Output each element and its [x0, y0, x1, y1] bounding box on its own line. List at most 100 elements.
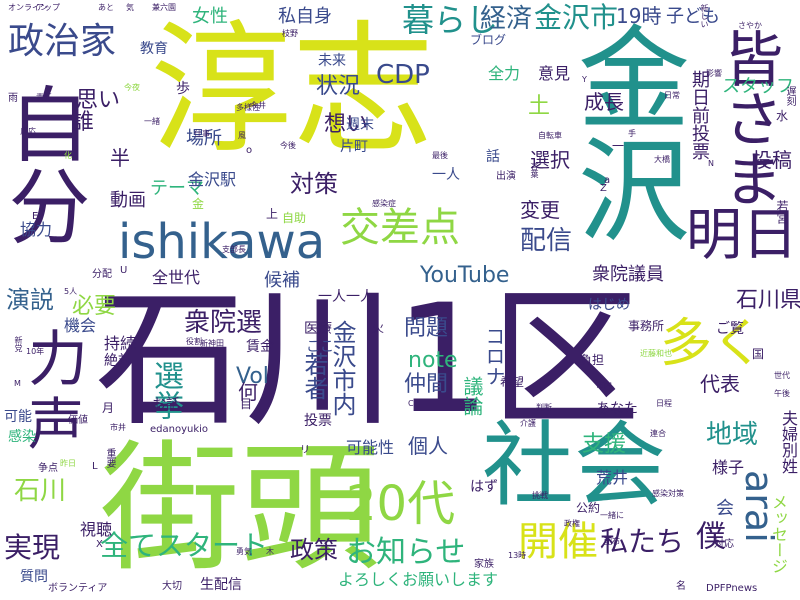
word: 負担: [580, 353, 605, 367]
word: 街頭: [100, 428, 381, 591]
word: 20代: [346, 476, 456, 532]
word: 風: [238, 131, 246, 140]
word: 石川県: [736, 288, 800, 313]
word: 様子: [712, 458, 745, 477]
word: 明日: [686, 203, 798, 268]
word: 新党: [14, 336, 23, 352]
word: 配布: [604, 537, 620, 546]
word: 一緒に: [600, 511, 624, 520]
word: 雨: [8, 93, 18, 104]
word: edanoyukio: [150, 424, 209, 435]
word: 必要: [72, 294, 117, 319]
word: Vol: [236, 364, 269, 389]
word: 個人: [408, 434, 448, 458]
word: アップ: [36, 3, 60, 12]
word: 希望: [500, 375, 525, 389]
word: 片町: [340, 139, 368, 155]
word: 地域: [706, 420, 759, 450]
word: 出演: [496, 171, 516, 182]
word: 機会: [64, 316, 97, 335]
word: YouTube: [420, 263, 510, 288]
word: 水: [776, 109, 789, 123]
word: 思い: [76, 88, 121, 113]
word: リ: [300, 445, 310, 456]
word: 昨日: [60, 459, 76, 468]
word: 判断: [536, 403, 552, 412]
word: 責任: [36, 93, 52, 102]
word: 土: [528, 94, 551, 119]
word: 金沢: [559, 20, 689, 244]
word: 挑戦: [532, 491, 548, 500]
word: 交差点: [340, 205, 460, 251]
word: 多く: [660, 314, 765, 374]
word: 10年: [26, 347, 45, 356]
word: 自助: [282, 211, 307, 225]
word: 期日前投票: [689, 70, 710, 160]
word: お知らせ: [346, 535, 466, 570]
word: 上: [266, 207, 279, 221]
word: 代表: [700, 372, 740, 396]
word: 衆院議員: [592, 264, 664, 285]
word: 医療: [304, 321, 332, 337]
word: 市井: [110, 423, 126, 432]
word: 誰: [72, 110, 95, 135]
word: 事務所: [628, 319, 665, 333]
word: 若者: [300, 352, 328, 400]
word: 歩: [176, 81, 190, 97]
word: 政権: [564, 519, 580, 528]
word: 価値: [68, 415, 88, 426]
word: 僕: [690, 520, 725, 550]
word: 大切: [162, 581, 182, 592]
word: 分配: [92, 269, 112, 280]
word: 介護: [520, 419, 536, 428]
word: 動画: [110, 190, 146, 211]
word: 金沢市内: [328, 320, 356, 416]
word: 影響: [706, 69, 722, 78]
word: 一: [612, 139, 625, 153]
word: 金: [192, 197, 205, 211]
word: 自転車: [538, 131, 562, 140]
word: ここ: [306, 339, 334, 355]
word: 手: [628, 129, 636, 138]
word: 反応: [20, 127, 36, 136]
word: 週末: [346, 117, 374, 133]
word: スタッフ: [722, 76, 794, 97]
word: テーマ: [150, 178, 204, 199]
word: a: [604, 175, 611, 186]
word: 力: [28, 325, 88, 395]
word: 生配信: [200, 577, 242, 593]
word: 会: [713, 498, 734, 516]
word: 協力: [20, 220, 53, 239]
word: 感染症: [372, 199, 396, 208]
word: 感染対策: [652, 489, 684, 498]
word: 連合: [650, 429, 666, 438]
word: 社会: [482, 412, 667, 519]
word: 全世代: [152, 268, 201, 287]
word: 13時: [508, 551, 527, 560]
word: 視聴: [80, 520, 113, 539]
word: 夫婦別姓: [779, 410, 798, 474]
word: 対応: [714, 539, 734, 550]
word: 支部長: [222, 245, 246, 254]
word: 何: [238, 380, 258, 404]
word: 新神田: [200, 339, 224, 348]
word: 感染: [8, 429, 36, 445]
word: 半: [110, 146, 130, 170]
word: 遅刻: [784, 86, 795, 106]
word: メッセージ: [769, 494, 788, 574]
word: note: [408, 348, 458, 373]
word: 近藤和也: [640, 349, 672, 358]
word: 言葉: [530, 162, 539, 178]
word: Y: [582, 75, 587, 84]
word: 皆さま: [713, 28, 783, 208]
word: 多様性: [236, 103, 260, 112]
word: ishikawa: [118, 214, 326, 270]
word: 状況: [316, 74, 361, 99]
word: 市内: [596, 381, 612, 390]
word: 日程: [656, 399, 672, 408]
word: E: [32, 211, 39, 222]
word: 午後: [774, 389, 790, 398]
word: 全力: [488, 64, 521, 83]
word: あと: [98, 3, 114, 12]
word: 新しい: [700, 4, 709, 28]
